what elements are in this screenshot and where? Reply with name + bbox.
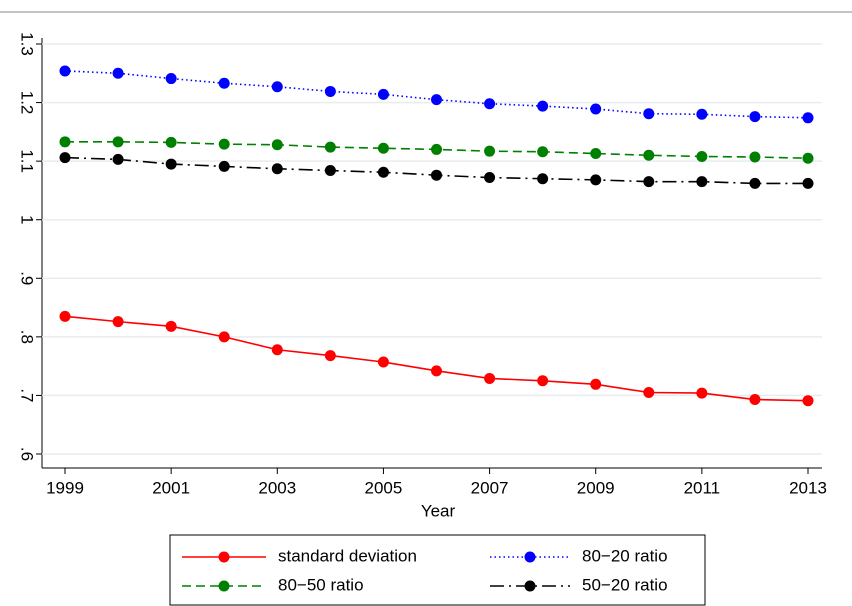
legend-label: 50−20 ratio [582, 575, 668, 594]
point [590, 148, 602, 160]
point [59, 136, 71, 148]
x-tick-label: 2007 [471, 478, 509, 497]
y-tick-label: 1.3 [18, 32, 37, 56]
point [271, 163, 283, 175]
point [749, 151, 761, 163]
point [112, 67, 124, 79]
y-tick-label: 1.2 [18, 91, 37, 115]
y-tick-label: 1 [18, 215, 37, 224]
y-tick-label: .9 [18, 271, 37, 285]
legend-marker [218, 580, 230, 592]
x-tick-label: 2013 [789, 478, 827, 497]
point [324, 141, 336, 153]
point [802, 177, 814, 189]
point [484, 372, 496, 384]
point [271, 139, 283, 151]
point [696, 108, 708, 120]
point [802, 395, 814, 407]
point [377, 142, 389, 154]
y-tick-label: .7 [18, 388, 37, 402]
x-tick-label: 2001 [152, 478, 190, 497]
point [537, 146, 549, 158]
point [431, 169, 442, 181]
x-axis-label: Year [421, 501, 456, 520]
point [749, 111, 761, 123]
point [377, 356, 389, 368]
point [165, 320, 177, 332]
legend-label: standard deviation [278, 546, 417, 565]
point [271, 344, 283, 356]
legend-marker [524, 551, 536, 563]
point [537, 100, 549, 112]
point [165, 158, 177, 170]
point [590, 174, 602, 186]
point [431, 143, 442, 155]
point [377, 166, 389, 178]
point [59, 152, 71, 164]
point [324, 165, 336, 177]
point [59, 310, 71, 322]
point [218, 331, 230, 343]
y-tick-label: .6 [18, 447, 37, 461]
point [271, 81, 283, 93]
point [218, 77, 230, 89]
x-tick-label: 1999 [46, 478, 84, 497]
y-tick-label: .8 [18, 330, 37, 344]
point [112, 316, 124, 328]
x-tick-label: 2011 [684, 478, 721, 497]
point [537, 173, 549, 185]
point [324, 85, 336, 97]
point [643, 108, 655, 120]
point [590, 103, 602, 115]
legend [169, 534, 706, 606]
legend-marker [524, 580, 536, 592]
point [696, 150, 708, 162]
point [431, 365, 442, 377]
point [643, 387, 655, 398]
point [165, 136, 177, 148]
point [165, 73, 177, 85]
point [484, 145, 496, 157]
legend-marker [218, 551, 230, 563]
point [802, 152, 814, 164]
point [802, 112, 814, 124]
y-tick-label: 1.1 [18, 149, 37, 173]
point [377, 88, 389, 100]
point [696, 387, 708, 399]
point [643, 176, 655, 188]
point [696, 176, 708, 188]
point [112, 153, 124, 165]
x-tick-label: 2003 [258, 478, 296, 497]
x-tick-label: 2009 [577, 478, 615, 497]
point [218, 138, 230, 150]
legend-label: 80−20 ratio [582, 546, 668, 565]
point [484, 172, 496, 184]
point [643, 149, 655, 161]
point [59, 65, 71, 77]
point [324, 350, 336, 362]
point [749, 177, 761, 189]
point [537, 375, 549, 387]
point [484, 98, 496, 110]
point [218, 160, 230, 172]
point [749, 394, 761, 406]
point [590, 378, 602, 390]
point [431, 94, 442, 106]
x-tick-label: 2005 [365, 478, 403, 497]
series-line [64, 315, 809, 402]
point [112, 136, 124, 148]
legend-label: 80−50 ratio [278, 575, 364, 594]
